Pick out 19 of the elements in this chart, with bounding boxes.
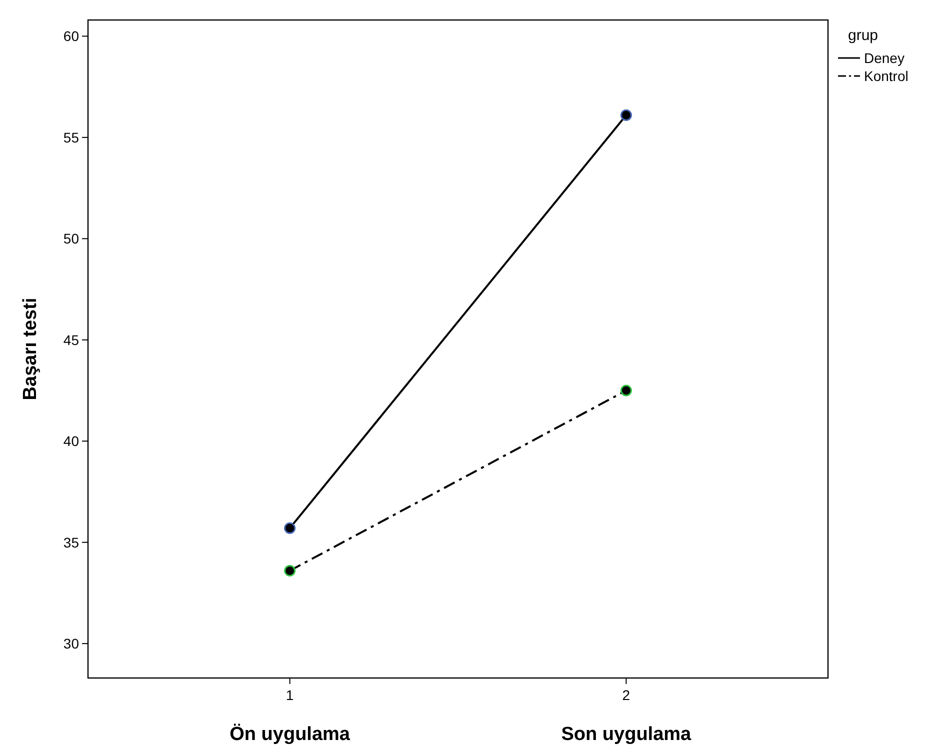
y-tick-label: 45 (63, 332, 80, 348)
y-tick-label: 35 (63, 534, 80, 550)
legend-title: grup (848, 27, 878, 44)
point (284, 522, 296, 534)
y-tick-label: 50 (63, 230, 80, 247)
y-tick-label: 60 (63, 28, 80, 44)
y-tick-label: 55 (63, 129, 80, 146)
text: Ön uygulama (230, 723, 350, 745)
y-tick-label: 30 (63, 635, 80, 652)
text: Son uygulama (561, 724, 692, 745)
legend-label: Kontrol (864, 68, 908, 84)
x-tick-label: 2 (622, 687, 630, 703)
y-axis-title: Başarı testi (20, 298, 41, 400)
point (284, 564, 296, 576)
y-tick-label: 40 (63, 433, 80, 450)
point (620, 109, 632, 121)
legend-label: Deney (864, 50, 904, 66)
x-tick-label: 1 (286, 687, 294, 703)
point (620, 384, 632, 396)
